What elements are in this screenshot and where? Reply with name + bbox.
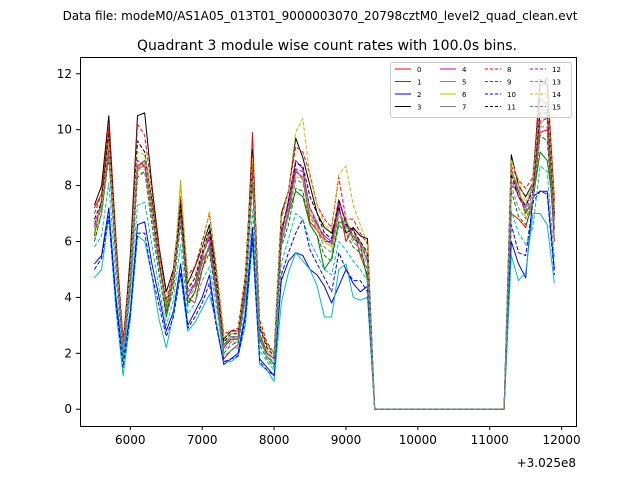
legend-label-1: 1	[417, 79, 421, 87]
legend-label-14: 14	[552, 91, 561, 99]
chart-suptitle: Data file: modeM0/AS1A05_013T01_90000030…	[63, 9, 578, 23]
y-tick-label: 8	[64, 179, 72, 193]
series-line-13	[93, 165, 555, 410]
plot-frame	[80, 57, 577, 427]
legend-label-12: 12	[552, 66, 561, 74]
series-line-15	[93, 126, 555, 410]
series-line-14	[93, 95, 555, 410]
x-tick-label: 10000	[399, 433, 437, 447]
chart-title: Quadrant 3 module wise count rates with …	[137, 38, 517, 54]
y-tick-label: 2	[64, 346, 72, 360]
series-line-6	[93, 115, 555, 410]
legend-box	[390, 62, 572, 118]
plot-lines	[93, 76, 555, 410]
y-tick-label: 12	[57, 67, 72, 81]
x-tick-label: 8000	[259, 433, 290, 447]
legend-label-10: 10	[507, 91, 516, 99]
y-tick-label: 6	[64, 235, 72, 249]
series-line-5	[94, 213, 555, 410]
series-line-8	[93, 76, 555, 410]
x-offset-label: +3.025e8	[517, 456, 576, 470]
y-tick-label: 10	[57, 123, 72, 137]
y-tick-label: 0	[64, 402, 72, 416]
x-tick-label: 12000	[543, 433, 581, 447]
x-tick-label: 11000	[471, 433, 509, 447]
legend-label-6: 6	[462, 91, 467, 99]
y-tick-label: 4	[64, 290, 72, 304]
series-line-11	[93, 112, 555, 410]
legend-label-2: 2	[417, 91, 421, 99]
series-line-3	[93, 78, 555, 410]
y-axis: 0 2 4 6 8 10 12	[57, 67, 80, 416]
legend-label-13: 13	[552, 79, 561, 87]
legend-label-8: 8	[507, 66, 511, 74]
series-line-4	[93, 98, 555, 410]
x-tick-label: 6000	[115, 433, 146, 447]
legend-label-4: 4	[462, 66, 467, 74]
legend-label-7: 7	[462, 104, 466, 112]
x-tick-label: 9000	[331, 433, 362, 447]
legend-label-11: 11	[507, 104, 516, 112]
legend-label-5: 5	[462, 79, 466, 87]
series-line-12	[93, 118, 555, 410]
legend-label-9: 9	[507, 79, 511, 87]
legend-label-15: 15	[552, 104, 561, 112]
x-axis: 6000 7000 8000 9000 10000 11000 12000	[115, 426, 581, 447]
legend-label-3: 3	[417, 104, 421, 112]
series-line-7	[93, 109, 555, 410]
legend-label-0: 0	[417, 66, 421, 74]
x-tick-label: 7000	[187, 433, 218, 447]
